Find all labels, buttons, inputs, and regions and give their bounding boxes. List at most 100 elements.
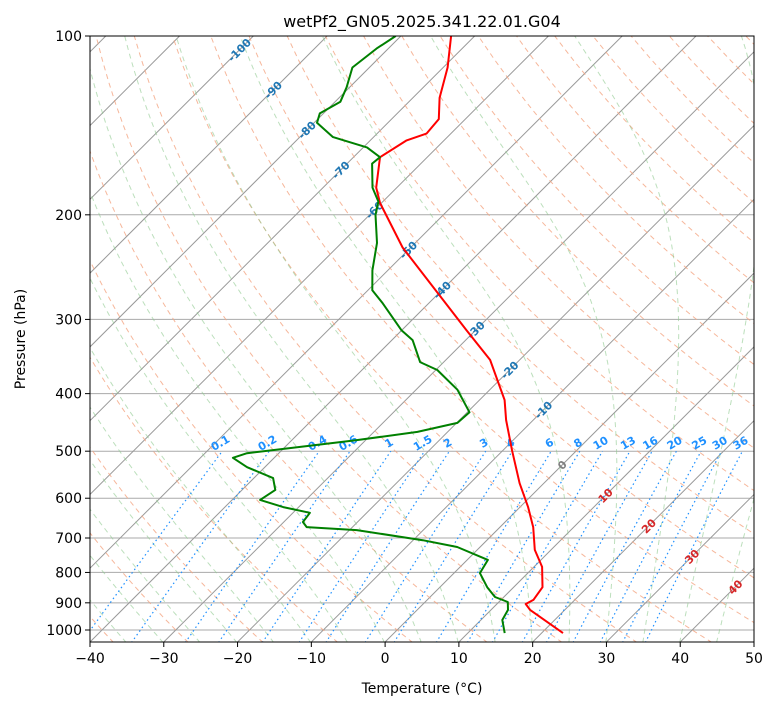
mixing-ratio-label: 1 <box>382 436 395 451</box>
mixing-ratio-line <box>599 450 702 642</box>
moist-adiabat-line <box>90 276 348 642</box>
dry-adiabat-line <box>90 356 339 642</box>
mixing-ratio-label: 20 <box>665 434 685 453</box>
dry-adiabat-line <box>516 36 754 284</box>
dry-adiabat-line <box>90 446 264 642</box>
moist-adiabat-line <box>239 36 533 642</box>
dry-adiabat-line <box>592 36 754 204</box>
isotherm-line <box>310 198 754 642</box>
y-tick-label: 400 <box>55 387 82 403</box>
y-tick-label: 100 <box>55 29 82 45</box>
dry-adiabat-line <box>90 532 189 642</box>
mixing-ratio-line <box>218 450 351 642</box>
x-tick-label: −30 <box>149 651 179 667</box>
dry-adiabat-line <box>668 36 754 125</box>
dry-adiabat-line <box>90 259 413 642</box>
moist-adiabat-line <box>574 36 680 642</box>
mixing-ratio-line <box>325 450 450 642</box>
isotherm-line <box>458 346 754 642</box>
moist-adiabat-line <box>90 459 238 642</box>
isotherm-line <box>90 36 254 201</box>
isotherm-line <box>236 124 754 642</box>
mixing-ratio-label: 36 <box>731 434 751 453</box>
moist-adiabat-line <box>175 36 496 642</box>
isotherm-line <box>90 36 328 274</box>
dry-adiabat-line <box>90 149 488 642</box>
dry-adiabat-line <box>363 36 754 449</box>
isotherm-line <box>531 419 754 642</box>
dry-adiabat-line <box>745 36 754 46</box>
dry-adiabat-line <box>133 36 638 642</box>
x-tick-label: 30 <box>598 651 616 667</box>
mixing-ratio-label: 25 <box>689 434 709 453</box>
x-tick-label: 20 <box>524 651 542 667</box>
dry-adiabat-line <box>707 36 754 85</box>
moist-adiabat-line <box>124 36 459 642</box>
mixing-ratio-label: 8 <box>571 436 584 451</box>
background-lines <box>90 36 754 642</box>
x-tick-label: −40 <box>75 651 105 667</box>
mixing-ratio-line <box>521 450 631 642</box>
dry-adiabat-line <box>210 36 754 624</box>
chart-title: wetPf2_GN05.2025.341.22.01.G04 <box>283 12 561 32</box>
moist-adiabat-line <box>321 36 571 642</box>
dry-adiabat-line <box>630 36 754 164</box>
y-tick-label: 700 <box>55 531 82 547</box>
moist-adiabat-line <box>716 496 754 642</box>
mixing-ratio-line <box>645 450 743 642</box>
moist-adiabat-line <box>90 406 275 642</box>
x-tick-label: 40 <box>671 651 689 667</box>
mixing-ratio-label: 3 <box>477 436 490 451</box>
x-tick-label: −10 <box>297 651 327 667</box>
isotherm-line <box>90 36 549 496</box>
isotherm-line <box>90 36 476 422</box>
x-tick-label: 50 <box>745 651 763 667</box>
mixing-ratio-line <box>572 450 677 642</box>
mixing-ratio-line <box>262 450 392 642</box>
isotherm-line <box>90 36 623 569</box>
mixing-ratio-line <box>90 450 223 632</box>
dry-adiabat-line <box>439 36 754 366</box>
moist-adiabat-line <box>90 190 385 642</box>
y-tick-label: 900 <box>55 596 82 612</box>
mixing-ratio-label: 30 <box>710 434 730 453</box>
line-labels: 0.1 0.2 0.4 0.6 1 1.5 2 3 4 6 8 10 13 16 20 25 30 36-100-… <box>209 36 751 597</box>
mixing-ratio-line <box>393 450 513 642</box>
mixing-ratio-label: 16 <box>640 434 660 453</box>
isotherm-line <box>163 51 754 642</box>
x-axis-label: Temperature (°C) <box>361 681 483 697</box>
temperature-line <box>375 36 564 634</box>
mixing-ratio-line <box>131 450 270 642</box>
dry-adiabat-line <box>401 36 754 407</box>
axes: −40 −30 −20 −10 0 10 20 30 40 50 100 200 300 400 500 60… <box>46 29 763 667</box>
moist-adiabat-line <box>90 66 422 642</box>
mixing-ratio-label: 1.5 <box>411 433 434 454</box>
dry-adiabat-line <box>554 36 754 244</box>
isotherm-line <box>90 36 697 642</box>
mixing-ratio-label: 13 <box>618 434 638 453</box>
y-axis-label: Pressure (hPa) <box>13 289 29 389</box>
mixing-ratio-line <box>184 450 320 642</box>
moist-adiabat-line <box>90 346 311 642</box>
y-tick-label: 1000 <box>46 623 82 639</box>
mixing-ratio-line <box>298 450 426 642</box>
y-tick-label: 800 <box>55 565 82 581</box>
moist-adiabat-line <box>90 508 201 642</box>
mixing-ratio-label: 10 <box>591 434 611 453</box>
dry-adiabat-line <box>172 36 713 642</box>
dry-adiabat-line <box>248 36 754 579</box>
dewpoint-line <box>231 36 509 634</box>
mixing-ratio-line <box>364 450 487 642</box>
profile-series <box>231 36 564 634</box>
mixing-ratio-line <box>467 450 581 642</box>
isotherm-line <box>605 493 754 642</box>
dry-adiabat-line <box>95 36 563 642</box>
isotherm-line <box>90 36 402 348</box>
mixing-ratio-label: 0.1 <box>209 433 232 454</box>
x-tick-label: 10 <box>450 651 468 667</box>
y-tick-label: 300 <box>55 312 82 328</box>
y-tick-label: 600 <box>55 491 82 507</box>
isotherm-line <box>384 272 754 642</box>
x-tick-label: −20 <box>223 651 253 667</box>
